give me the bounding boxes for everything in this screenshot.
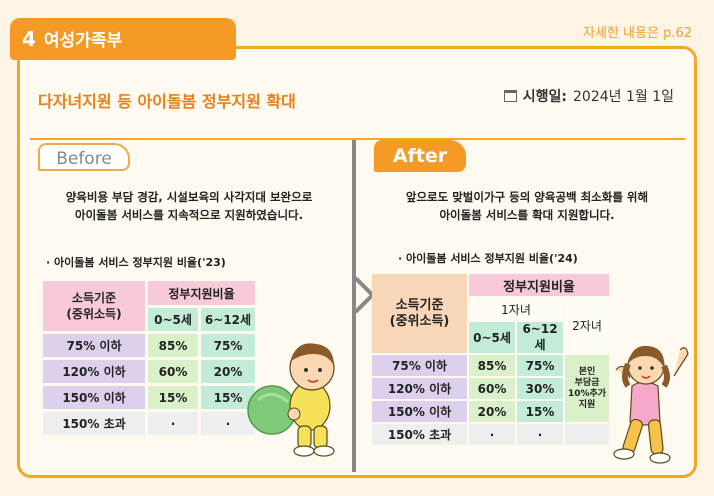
ratio-cell: 20% <box>201 360 255 383</box>
table-row: 75% 이하 85% 75% <box>43 334 255 357</box>
income-cell: 150% 초과 <box>43 412 145 435</box>
before-description: 양육비용 부담 경감, 시설보육의 사각지대 보완으로 아이돌봄 서비스를 지속… <box>30 188 348 224</box>
after-table-caption: · 아이돌봄 서비스 정부지원 비율('24) <box>398 252 578 265</box>
after-support-table: 소득기준 (중위소득) 정부지원비율 1자녀 2자녀 0~5세 6~12세 75… <box>370 272 611 447</box>
table-row: 150% 초과 · · <box>372 424 609 445</box>
income-cell: 120% 이하 <box>372 378 467 399</box>
section-number: 4 <box>22 27 36 51</box>
income-cell: 75% 이하 <box>43 334 145 357</box>
ratio-cell: 75% <box>201 334 255 357</box>
ratio-cell: 30% <box>517 378 563 399</box>
after-second-child-note: 본인 부담금 10%추가 지원 <box>565 355 609 422</box>
after-desc-line1: 앞으로도 맞벌이가구 등의 양육공백 최소화를 위해 <box>405 190 649 204</box>
table-row: 150% 초과 · · <box>43 412 255 435</box>
after-header-income: 소득기준 (중위소득) <box>372 274 467 353</box>
ratio-cell: 60% <box>148 360 198 383</box>
income-cell: 150% 이하 <box>43 386 145 409</box>
effective-date-label: 시행일: <box>522 89 568 105</box>
before-after-divider <box>352 140 356 472</box>
section-name: 여성가족부 <box>43 31 123 51</box>
before-table-caption: · 아이돌봄 서비스 정부지원 비율('23) <box>46 256 226 269</box>
ratio-cell: 60% <box>469 378 515 399</box>
income-cell: 150% 이하 <box>372 401 467 422</box>
detail-page-link[interactable]: 자세한 내용은 p.62 <box>583 26 692 41</box>
after-description: 앞으로도 맞벌이가구 등의 양육공백 최소화를 위해 아이돌봄 서비스를 확대 … <box>362 188 692 224</box>
before-age-col-1: 6~12세 <box>201 308 255 331</box>
ratio-cell <box>565 424 609 445</box>
ratio-cell: · <box>148 412 198 435</box>
ratio-cell: 85% <box>148 334 198 357</box>
ratio-cell: · <box>201 412 255 435</box>
before-desc-line1: 양육비용 부담 경감, 시설보육의 사각지대 보완으로 <box>65 190 313 204</box>
title-divider <box>30 138 685 140</box>
ratio-cell: 15% <box>201 386 255 409</box>
table-row: 150% 이하 20% 15% <box>372 401 609 422</box>
ratio-cell: 85% <box>469 355 515 376</box>
effective-date: 시행일: 2024년 1월 1일 <box>503 86 674 106</box>
after-desc-line2: 아이돌봄 서비스를 확대 지원합니다. <box>439 208 615 222</box>
page-title: 다자녀지원 등 아이돌봄 정부지원 확대 <box>38 92 296 111</box>
after-age-col-1: 6~12세 <box>517 322 563 353</box>
after-second-child: 2자녀 <box>565 298 609 353</box>
after-first-child: 1자녀 <box>469 298 563 320</box>
before-desc-line2: 아이돌봄 서비스를 지속적으로 지원하였습니다. <box>75 208 303 222</box>
income-cell: 120% 이하 <box>43 360 145 383</box>
ratio-cell: 15% <box>517 401 563 422</box>
before-badge: Before <box>38 143 130 171</box>
boy-with-ball-illustration <box>247 343 335 457</box>
ratio-cell: 20% <box>469 401 515 422</box>
ratio-cell: 75% <box>517 355 563 376</box>
effective-date-value: 2024년 1월 1일 <box>573 89 674 105</box>
after-age-col-0: 0~5세 <box>469 322 515 353</box>
girl-jumping-illustration <box>613 345 689 464</box>
before-support-table: 소득기준 (중위소득) 정부지원비율 0~5세 6~12세 75% 이하 85%… <box>40 278 258 438</box>
table-row: 150% 이하 15% 15% <box>43 386 255 409</box>
table-row: 120% 이하 60% 20% <box>43 360 255 383</box>
before-age-col-0: 0~5세 <box>148 308 198 331</box>
ratio-cell: · <box>469 424 515 445</box>
table-row: 75% 이하 85% 75% 본인 부담금 10%추가 지원 <box>372 355 609 422</box>
before-header-income: 소득기준 (중위소득) <box>43 281 145 331</box>
calendar-icon <box>503 90 517 102</box>
after-header-ratio: 정부지원비율 <box>469 274 609 296</box>
income-cell: 75% 이하 <box>372 355 467 376</box>
after-badge: After <box>374 140 466 172</box>
ratio-cell: 15% <box>148 386 198 409</box>
section-tab: 4 여성가족부 <box>10 18 236 60</box>
income-cell: 150% 초과 <box>372 424 467 445</box>
table-row: 120% 이하 60% 30% <box>372 378 609 399</box>
ratio-cell: · <box>517 424 563 445</box>
before-header-ratio: 정부지원비율 <box>148 281 255 305</box>
